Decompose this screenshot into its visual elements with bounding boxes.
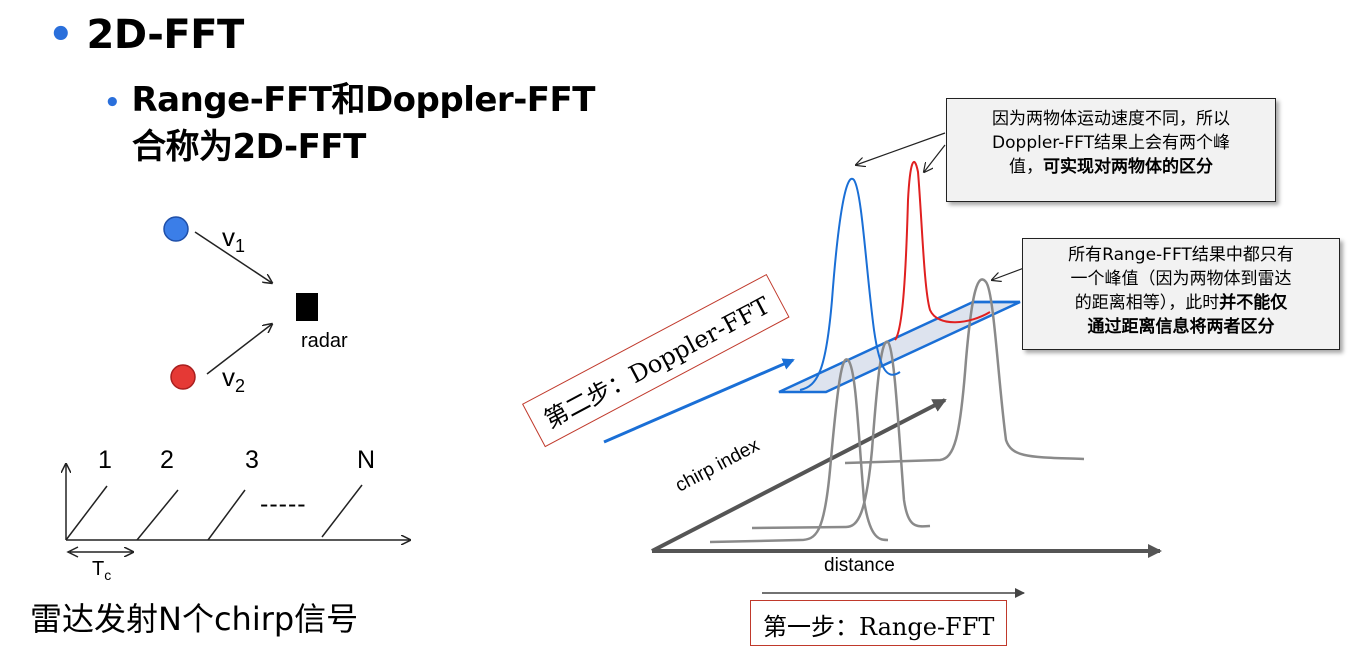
chirp-1 — [65, 485, 108, 541]
doppler-peak-red — [894, 160, 991, 341]
step1-box: 第一步：Range-FFT — [750, 600, 1008, 646]
v1-label: v1 — [222, 222, 246, 257]
doppler-peak-blue — [799, 177, 901, 391]
title: • 2D-FFT — [48, 12, 244, 58]
subtitle-line2: 合称为2D-FFT — [132, 127, 366, 167]
chirp-2 — [136, 489, 179, 541]
chirp-label-3: 3 — [245, 446, 259, 474]
chirp-dashes: ----- — [260, 490, 307, 518]
tc-label: Tc — [92, 558, 112, 583]
callout-arrow-red — [924, 144, 946, 172]
range-note: 所有Range-FFT结果中都只有 一个峰值（因为两物体到雷达 的距离相等），此… — [1022, 238, 1340, 350]
doppler-note: 因为两物体运动速度不同，所以 Doppler-FFT结果上会有两个峰 值，可实现… — [946, 98, 1276, 202]
v2-label: v2 — [222, 362, 246, 397]
subtitle: • Range-FFT和Doppler-FFT 合称为2D-FFT — [104, 78, 595, 169]
range-peak-1 — [709, 358, 889, 544]
callout-arrow-range — [992, 267, 1025, 280]
object-1-dot — [163, 216, 189, 242]
objects-diagram — [0, 216, 460, 558]
chirp-label-2: 2 — [160, 446, 174, 474]
subtitle-line1: Range-FFT和Doppler-FFT — [131, 80, 595, 120]
title-text: 2D-FFT — [86, 12, 245, 58]
step1-label: 第一步：Range-FFT — [763, 613, 995, 641]
tc-arrow-left-head — [66, 546, 79, 558]
chirp-label-1: 1 — [98, 446, 112, 474]
chirp-index-axis — [651, 398, 947, 553]
v2-arrow — [206, 324, 272, 375]
doppler-step-arrow — [603, 358, 795, 444]
object-2-dot — [170, 364, 196, 390]
callout-arrow-blue — [856, 132, 946, 165]
chirp-3 — [207, 489, 246, 541]
v1-arrow — [194, 231, 272, 283]
chirp-label-n: N — [357, 446, 376, 474]
subtitle-bullet: • — [104, 88, 121, 118]
distance-label: distance — [824, 555, 895, 576]
range-peak-2 — [751, 340, 931, 530]
radar-icon — [296, 293, 318, 321]
chirp-n — [321, 484, 363, 538]
title-bullet: • — [48, 12, 74, 58]
radar-label: radar — [301, 330, 348, 352]
chirp-caption: 雷达发射N个chirp信号 — [30, 600, 359, 638]
range-peak-3 — [844, 278, 1085, 465]
